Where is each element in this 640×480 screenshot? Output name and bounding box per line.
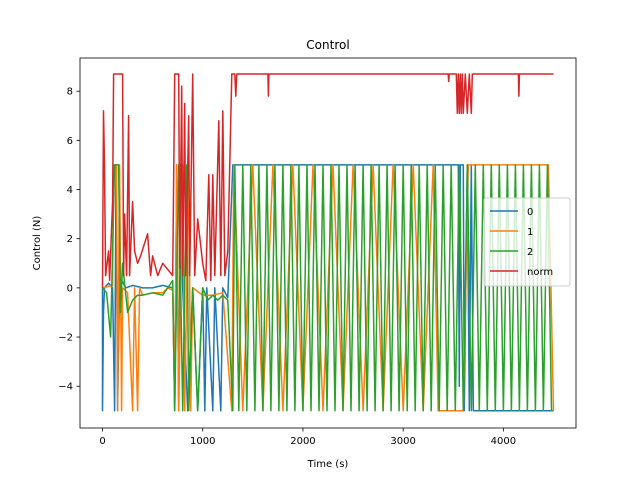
x-tick-label: 1000 <box>190 436 215 447</box>
y-tick-label: 0 <box>67 283 73 294</box>
legend-label-norm: norm <box>527 267 553 278</box>
plot-frame <box>79 57 577 429</box>
legend: 0 1 2 norm <box>483 197 571 287</box>
y-tick-label: 6 <box>67 136 73 147</box>
legend-label-2: 2 <box>527 247 533 258</box>
x-axis: 0 1000 2000 3000 4000 <box>99 428 516 447</box>
x-tick-label: 3000 <box>390 436 415 447</box>
x-tick-label: 2000 <box>290 436 315 447</box>
y-tick-label: 2 <box>67 234 73 245</box>
series-line-2 <box>101 164 554 412</box>
y-tick-label: 8 <box>67 87 73 98</box>
y-tick-label: −2 <box>58 333 73 344</box>
y-axis: −4 −2 0 2 4 6 8 <box>58 87 80 393</box>
plot-area <box>79 57 577 429</box>
series-line-norm <box>101 73 554 288</box>
x-axis-title: Time (s) <box>307 459 349 470</box>
legend-box <box>483 197 571 287</box>
legend-label-1: 1 <box>527 227 533 238</box>
x-tick-label: 4000 <box>491 436 516 447</box>
chart-title: Control <box>306 38 349 52</box>
series-line-1 <box>102 164 555 412</box>
x-tick-label: 0 <box>99 436 105 447</box>
series-layer <box>101 73 555 412</box>
y-tick-label: −4 <box>58 382 73 393</box>
legend-label-0: 0 <box>527 207 533 218</box>
y-axis-title: Control (N) <box>32 216 43 271</box>
y-tick-label: 4 <box>67 185 73 196</box>
